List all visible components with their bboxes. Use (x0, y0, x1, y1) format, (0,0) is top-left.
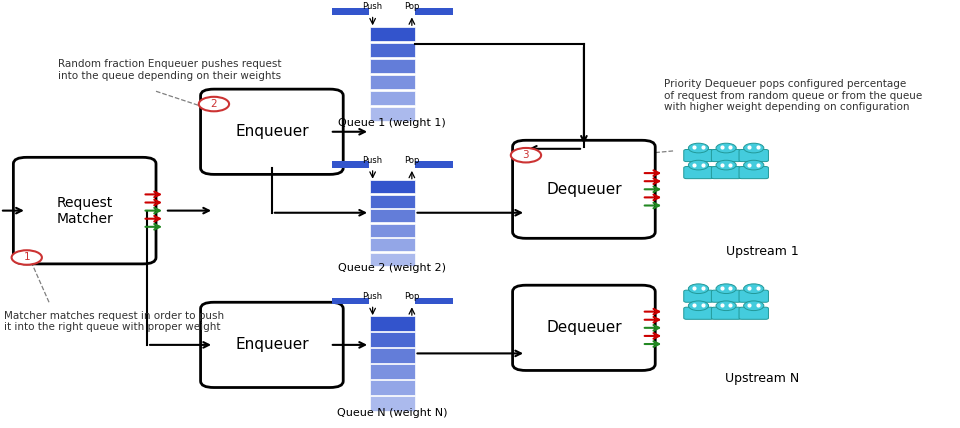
Circle shape (688, 284, 708, 294)
Circle shape (716, 143, 736, 153)
Text: Queue 2 (weight 2): Queue 2 (weight 2) (338, 263, 446, 273)
Bar (370, 238, 415, 252)
FancyBboxPatch shape (739, 290, 768, 302)
Circle shape (688, 143, 708, 153)
FancyBboxPatch shape (684, 290, 713, 302)
FancyBboxPatch shape (711, 307, 741, 319)
Text: Pop: Pop (404, 155, 420, 165)
Text: 2: 2 (210, 99, 217, 109)
Bar (370, 209, 415, 222)
Text: Push: Push (363, 2, 383, 11)
Circle shape (716, 160, 736, 170)
Bar (370, 27, 415, 41)
FancyBboxPatch shape (739, 149, 768, 162)
Text: Request
Matcher: Request Matcher (57, 196, 113, 226)
Text: Enqueuer: Enqueuer (235, 124, 309, 139)
Bar (370, 91, 415, 105)
Bar (370, 253, 415, 266)
FancyBboxPatch shape (201, 89, 344, 174)
Bar (370, 180, 415, 193)
Bar (416, 297, 453, 304)
Bar (370, 224, 415, 237)
Circle shape (511, 148, 541, 163)
Text: 1: 1 (23, 253, 30, 262)
FancyBboxPatch shape (739, 166, 768, 178)
Text: 3: 3 (522, 150, 529, 160)
Circle shape (199, 97, 229, 111)
Bar (370, 107, 415, 121)
Circle shape (744, 284, 764, 294)
Circle shape (744, 143, 764, 153)
Bar (370, 194, 415, 208)
Bar (331, 161, 369, 168)
Text: Enqueuer: Enqueuer (235, 337, 309, 352)
FancyBboxPatch shape (513, 285, 656, 371)
Circle shape (12, 250, 42, 265)
Bar (370, 333, 415, 347)
FancyBboxPatch shape (684, 307, 713, 319)
Bar (370, 380, 415, 395)
Circle shape (744, 160, 764, 170)
Text: Push: Push (363, 292, 383, 301)
FancyBboxPatch shape (684, 149, 713, 162)
Text: Matcher matches request in order to push
it into the right queue with proper wei: Matcher matches request in order to push… (5, 311, 225, 332)
Text: Random fraction Enqueuer pushes request
into the queue depending on their weight: Random fraction Enqueuer pushes request … (58, 59, 281, 81)
Text: Pop: Pop (404, 2, 420, 11)
Bar (331, 297, 369, 304)
Text: Upstream 1: Upstream 1 (726, 245, 799, 258)
Text: Push: Push (363, 155, 383, 165)
Bar (370, 348, 415, 363)
Text: Queue N (weight N): Queue N (weight N) (337, 407, 447, 418)
Circle shape (744, 301, 764, 311)
Circle shape (716, 284, 736, 294)
Bar (370, 59, 415, 73)
Bar (331, 8, 369, 15)
Bar (370, 364, 415, 379)
Bar (370, 43, 415, 57)
Text: Queue 1 (weight 1): Queue 1 (weight 1) (338, 118, 446, 128)
Text: Dequeuer: Dequeuer (546, 182, 622, 197)
Bar (416, 161, 453, 168)
Circle shape (688, 160, 708, 170)
Text: Upstream N: Upstream N (725, 372, 800, 386)
Text: Priority Dequeuer pops configured percentage
of request from random queue or fro: Priority Dequeuer pops configured percen… (664, 79, 923, 112)
Circle shape (688, 301, 708, 311)
Text: Pop: Pop (404, 292, 420, 301)
Bar (416, 8, 453, 15)
FancyBboxPatch shape (13, 158, 156, 264)
FancyBboxPatch shape (711, 149, 741, 162)
Text: Dequeuer: Dequeuer (546, 320, 622, 335)
Circle shape (716, 301, 736, 311)
FancyBboxPatch shape (513, 140, 656, 238)
Bar (370, 316, 415, 331)
FancyBboxPatch shape (739, 307, 768, 319)
FancyBboxPatch shape (201, 302, 344, 387)
FancyBboxPatch shape (711, 290, 741, 302)
Bar (370, 74, 415, 89)
FancyBboxPatch shape (711, 166, 741, 178)
Bar (370, 396, 415, 411)
FancyBboxPatch shape (684, 166, 713, 178)
